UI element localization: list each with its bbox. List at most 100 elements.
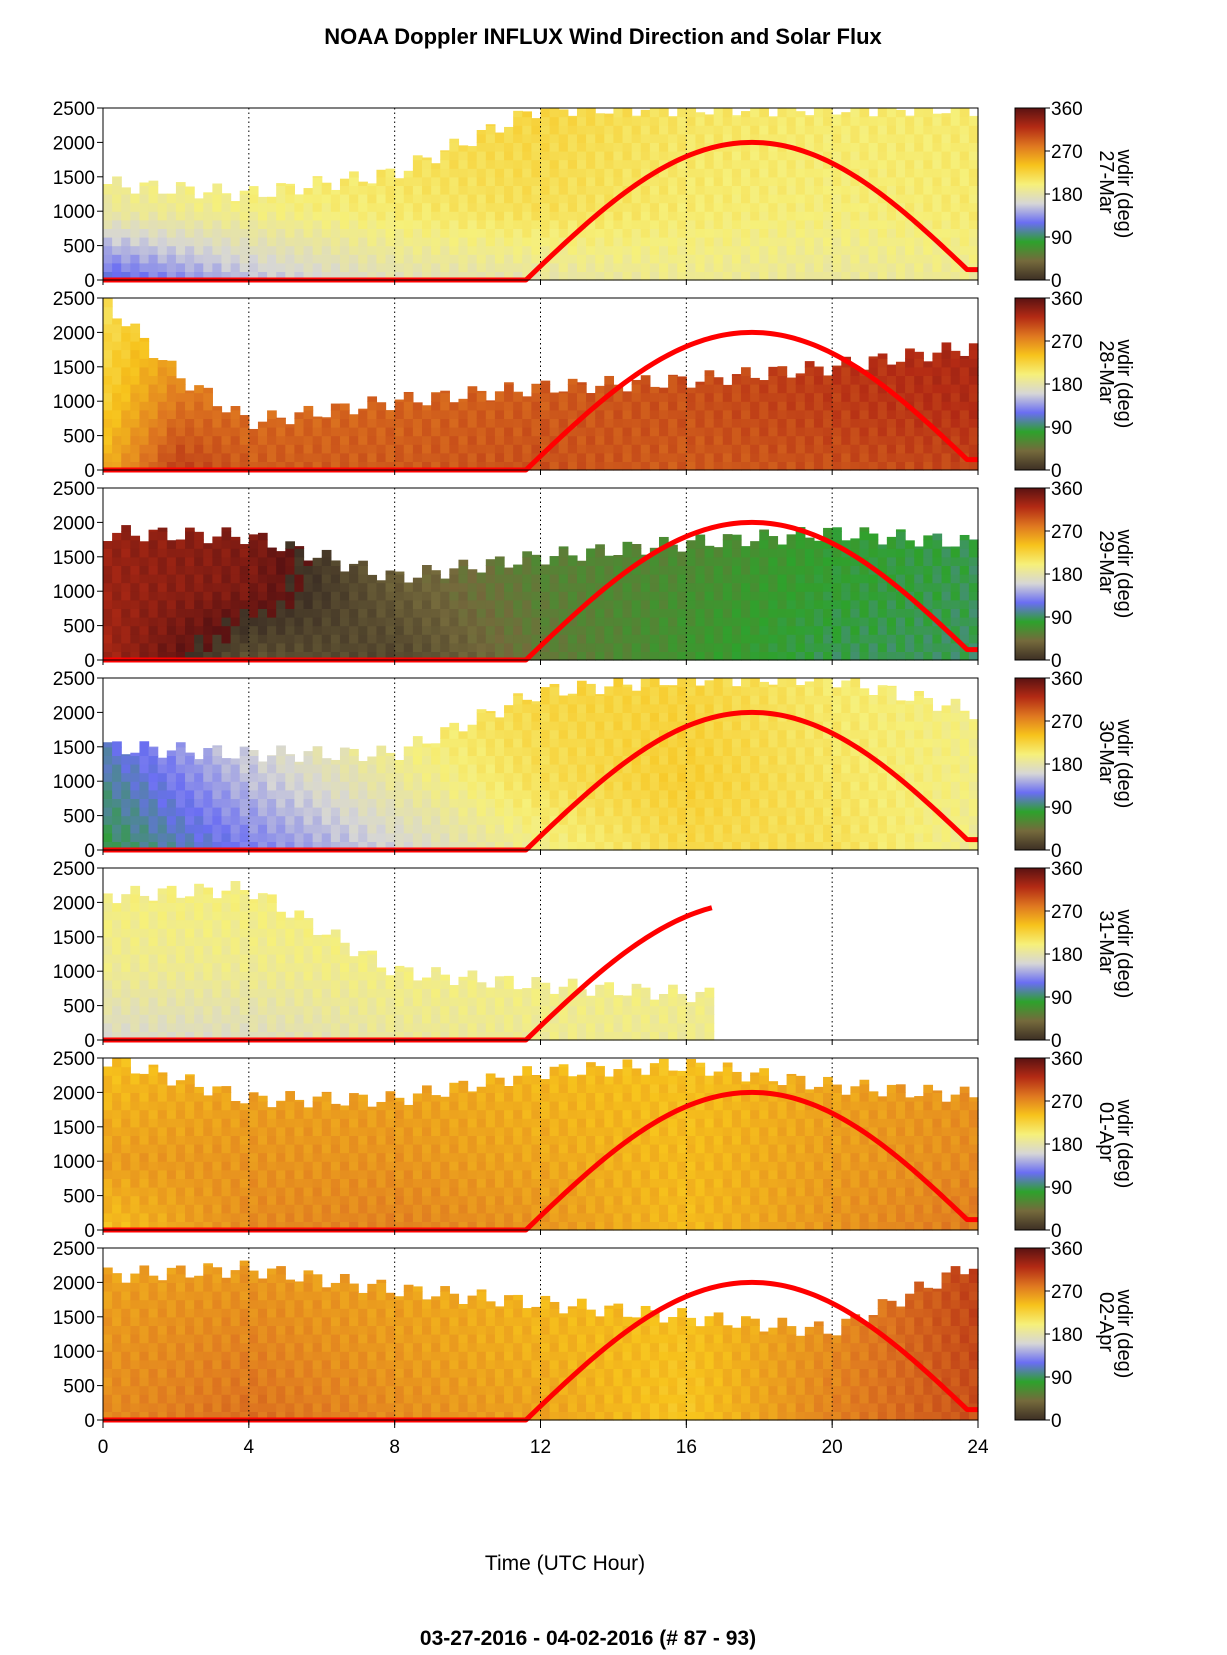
wdir-cell (841, 565, 851, 574)
wdir-cell (185, 591, 195, 600)
wdir-cell (103, 436, 113, 445)
wdir-cell (796, 254, 806, 263)
wdir-cell (896, 168, 906, 177)
wdir-cell (413, 617, 423, 626)
wdir-cell (650, 203, 660, 212)
wdir-cell (449, 203, 459, 212)
wdir-cell (468, 203, 478, 212)
wdir-cell (477, 160, 487, 169)
wdir-cell (577, 781, 587, 790)
wdir-cell (805, 643, 815, 652)
wdir-cell (823, 384, 833, 393)
wdir-cell (577, 436, 587, 445)
wdir-cell (796, 626, 806, 635)
wdir-cell (349, 263, 359, 272)
wdir-cell (422, 824, 432, 833)
wdir-cell (468, 730, 478, 739)
wdir-cell (358, 436, 368, 445)
wdir-cell (632, 634, 642, 643)
wdir-cell (659, 185, 669, 194)
wdir-cell (541, 781, 551, 790)
wdir-cell (158, 758, 168, 765)
wdir-cell (495, 151, 505, 160)
wdir-cell (231, 758, 241, 764)
wdir-cell (203, 246, 213, 255)
wdir-cell (103, 263, 113, 272)
wdir-cell (413, 634, 423, 643)
wdir-cell (313, 436, 323, 445)
wdir-cell (240, 634, 250, 643)
wdir-cell (951, 237, 961, 246)
wdir-cell (121, 246, 131, 255)
wdir-cell (149, 764, 159, 773)
colorbar-tick-label: 360 (1051, 99, 1083, 120)
wdir-cell (750, 626, 760, 635)
wdir-cell (258, 591, 268, 600)
wdir-cell (741, 436, 751, 445)
wdir-cell (832, 410, 842, 419)
wdir-cell (130, 548, 140, 557)
wdir-cell (677, 643, 687, 652)
wdir-cell (249, 557, 259, 566)
wdir-cell (923, 361, 933, 367)
wdir-cell (650, 160, 660, 169)
wdir-cell (158, 531, 168, 540)
wdir-cell (194, 198, 204, 203)
wdir-cell (249, 600, 259, 609)
wdir-cell (550, 712, 560, 721)
wdir-cell (787, 194, 797, 203)
wdir-cell (896, 418, 906, 427)
wdir-cell (522, 712, 532, 721)
wdir-cell (322, 600, 332, 609)
wdir-cell (458, 211, 468, 220)
wdir-cell (613, 695, 623, 704)
wdir-cell (522, 608, 532, 617)
wdir-cell (814, 461, 824, 470)
wdir-cell (632, 116, 642, 117)
wdir-cell (449, 427, 459, 436)
wdir-cell (732, 220, 742, 229)
wdir-cell (805, 361, 815, 367)
wdir-cell (249, 626, 259, 635)
wdir-cell (267, 410, 277, 419)
wdir-cell (559, 254, 569, 263)
wdir-cell (322, 617, 332, 626)
wdir-cell (759, 194, 769, 203)
wdir-cell (613, 160, 623, 169)
wdir-cell (850, 393, 860, 402)
wdir-cell (796, 436, 806, 445)
wdir-cell (468, 816, 478, 825)
wdir-cell (449, 142, 459, 151)
wdir-cell (112, 384, 122, 393)
wdir-cell (613, 583, 623, 592)
wdir-cell (759, 418, 769, 427)
wdir-cell (468, 228, 478, 237)
wdir-cell (103, 548, 113, 557)
wdir-cell (513, 583, 523, 592)
wdir-cell (942, 583, 952, 592)
wdir-cell (559, 591, 569, 600)
wdir-cell (759, 393, 769, 402)
wdir-cell (504, 142, 514, 151)
wdir-cell (513, 134, 523, 143)
wdir-cell (832, 591, 842, 600)
wdir-cell (149, 410, 159, 419)
wdir-cell (121, 444, 131, 453)
wdir-cell (313, 626, 323, 635)
wdir-cell (604, 634, 614, 643)
wdir-cell (185, 254, 195, 263)
wdir-cell (942, 168, 952, 177)
wdir-cell (413, 600, 423, 609)
wdir-cell (705, 583, 715, 592)
wdir-cell (513, 608, 523, 617)
wdir-cell (887, 375, 897, 384)
wdir-cell (960, 211, 970, 220)
wdir-cell (942, 203, 952, 212)
wdir-cell (777, 548, 787, 557)
wdir-cell (677, 410, 687, 419)
wdir-cell (960, 565, 970, 574)
wdir-cell (951, 583, 961, 592)
wdir-cell (923, 535, 933, 540)
wdir-cell (449, 151, 459, 160)
wdir-cell (285, 583, 295, 592)
